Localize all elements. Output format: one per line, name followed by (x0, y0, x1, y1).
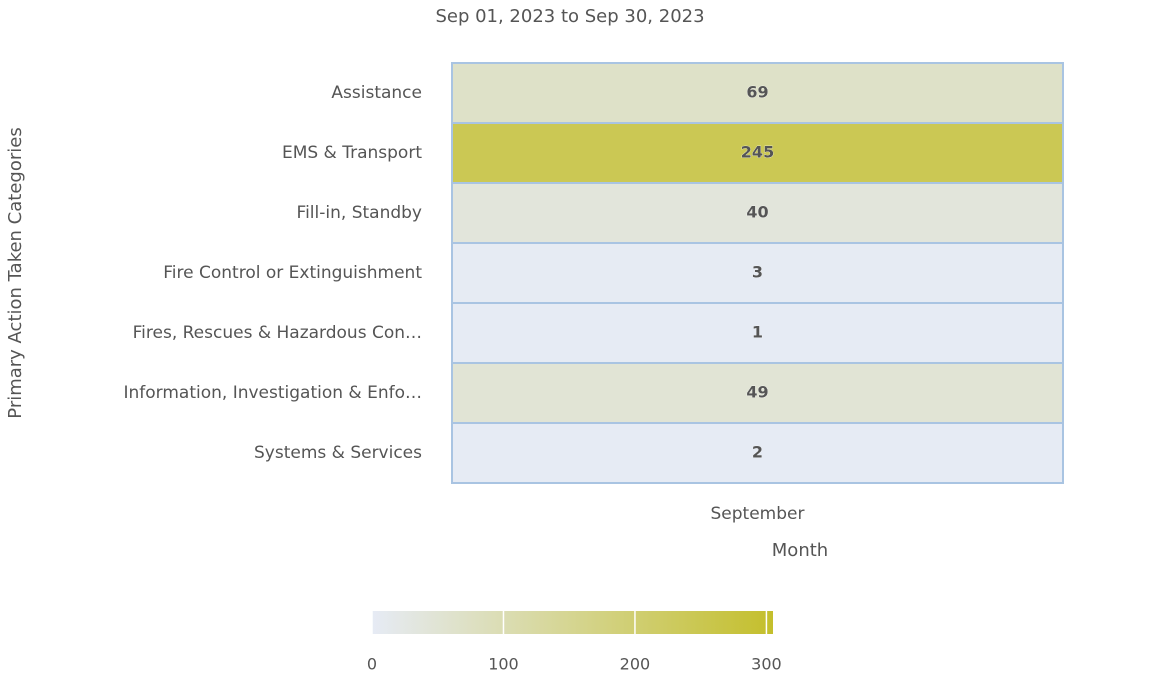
heatmap-cell (451, 182, 1064, 244)
heatmap-cell (451, 242, 1064, 304)
y-tick-label: Fires, Rescues & Hazardous Con… (133, 323, 422, 343)
data-label: 1 (752, 323, 763, 342)
color-tick-label: 200 (620, 655, 651, 674)
heatmap-cell (451, 122, 1064, 184)
y-tick-label: Information, Investigation & Enfo… (123, 383, 422, 403)
color-scale (372, 611, 773, 634)
data-label: 3 (752, 263, 763, 282)
y-tick-label: Assistance (331, 83, 422, 103)
data-label: 49 (746, 383, 768, 402)
y-axis-title: Primary Action Taken Categories (5, 127, 26, 418)
data-label: 2 (752, 443, 763, 462)
data-label: 40 (746, 203, 768, 222)
y-tick-label: Fill-in, Standby (297, 203, 422, 223)
y-tick-label: Systems & Services (254, 443, 422, 463)
heatmap-cell (451, 362, 1064, 424)
color-tick-label: 300 (751, 655, 782, 674)
y-tick-label: EMS & Transport (282, 143, 422, 163)
data-label: 245 (741, 143, 774, 162)
y-tick-label: Fire Control or Extinguishment (163, 263, 422, 283)
heatmap-cell (451, 62, 1064, 124)
chart-title: Sep 01, 2023 to Sep 30, 2023 (435, 6, 704, 27)
heatmap-cell (451, 422, 1064, 484)
x-tick-label: September (711, 504, 805, 524)
data-label: 69 (746, 83, 768, 102)
x-axis-title: Month (772, 540, 828, 561)
color-tick-label: 0 (367, 655, 377, 674)
color-tick-label: 100 (488, 655, 519, 674)
